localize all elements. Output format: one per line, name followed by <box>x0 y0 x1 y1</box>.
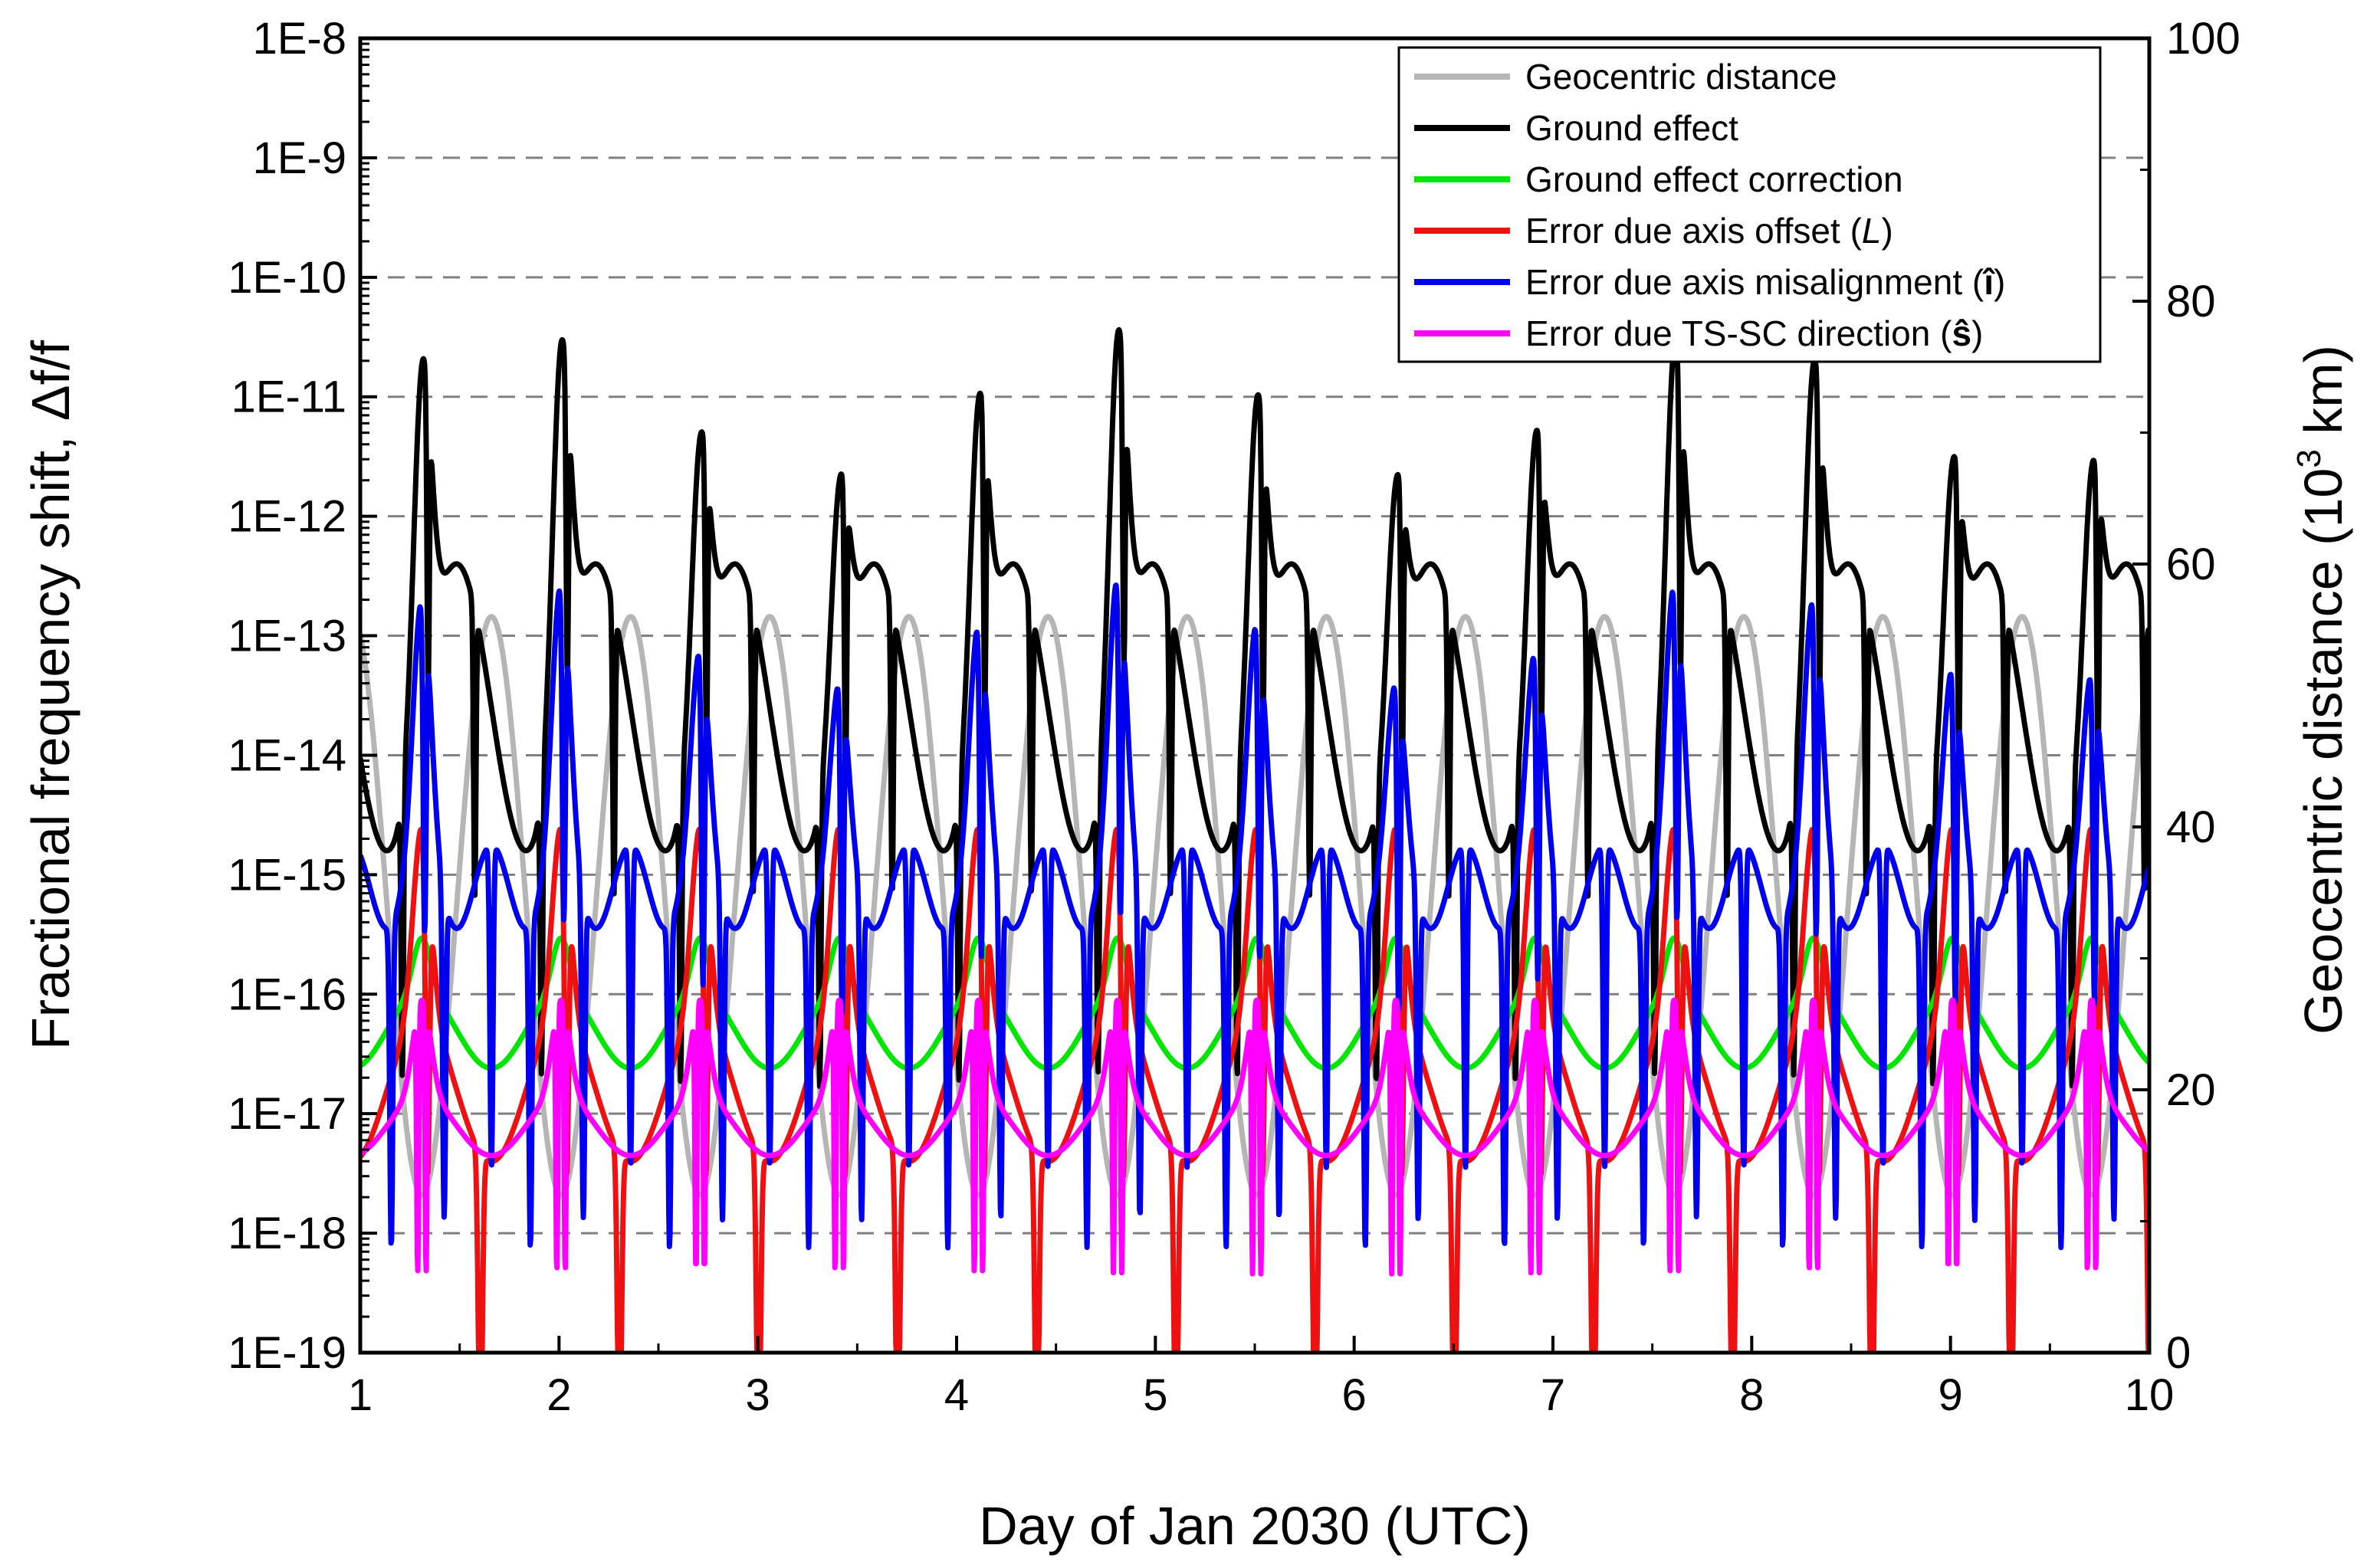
y-tick-label-right: 60 <box>2166 540 2216 589</box>
x-tick-label: 5 <box>1143 1370 1167 1420</box>
x-tick-label: 3 <box>746 1370 770 1420</box>
y-tick-label-left: 1E-14 <box>228 730 346 780</box>
x-tick-label: 4 <box>944 1370 969 1420</box>
series-line <box>360 997 2149 1277</box>
x-tick-label: 1 <box>348 1370 373 1420</box>
y-tick-label-right: 20 <box>2166 1065 2216 1115</box>
legend-box <box>1397 46 2102 363</box>
series-line <box>360 826 2149 1353</box>
series-line <box>360 935 2149 1071</box>
y-tick-label-left: 1E-8 <box>252 14 346 64</box>
y-tick-label-left: 1E-16 <box>228 969 346 1019</box>
legend: Geocentric distance Ground effect Ground e… <box>1397 46 2102 363</box>
y-tick-label-right: 40 <box>2166 802 2216 852</box>
legend-entry: Ground effect <box>1525 108 1738 148</box>
y-tick-label-left: 1E-10 <box>228 253 346 303</box>
y-tick-label-left: 1E-12 <box>228 492 346 542</box>
legend-entry: Geocentric distance <box>1525 57 1837 97</box>
legend-entry: Ground effect correction <box>1525 159 1903 199</box>
y-tick-label-right: 100 <box>2166 14 2240 64</box>
y-tick-label-left: 1E-9 <box>252 133 346 183</box>
x-tick-label: 2 <box>547 1370 571 1420</box>
ticks-layer: 1E-81E-91E-101E-111E-121E-131E-141E-151E… <box>228 14 2240 1420</box>
legend-entry: Error due axis misalignment (î) <box>1525 262 2005 302</box>
y-tick-label-left: 1E-19 <box>228 1328 346 1378</box>
x-tick-label: 8 <box>1739 1370 1764 1420</box>
x-axis-title: Day of Jan 2030 (UTC) <box>979 1496 1531 1556</box>
y-tick-label-left: 1E-18 <box>228 1209 346 1258</box>
legend-entry: Error due axis offset (L) <box>1525 211 1893 251</box>
x-tick-label: 6 <box>1342 1370 1367 1420</box>
x-tick-label: 7 <box>1541 1370 1565 1420</box>
x-tick-label: 9 <box>1938 1370 1963 1420</box>
series-line <box>360 326 2149 1090</box>
y-tick-label-left: 1E-17 <box>228 1089 346 1139</box>
legend-entry: Error due TS-SC direction (ŝ) <box>1525 313 1983 353</box>
y-axis-title-right: Geocentric distance (103 km) <box>2290 345 2353 1035</box>
series-layer <box>360 326 2149 1353</box>
y-tick-label-left: 1E-13 <box>228 612 346 661</box>
y-tick-label-right: 80 <box>2166 277 2216 326</box>
y-tick-label-left: 1E-15 <box>228 850 346 900</box>
y-tick-label-right: 0 <box>2166 1328 2191 1378</box>
y-tick-label-left: 1E-11 <box>231 372 346 422</box>
y-axis-title-left: Fractional frequency shift, Δf/f <box>21 340 80 1050</box>
series-line <box>360 582 2149 1251</box>
x-tick-label: 10 <box>2125 1370 2175 1420</box>
